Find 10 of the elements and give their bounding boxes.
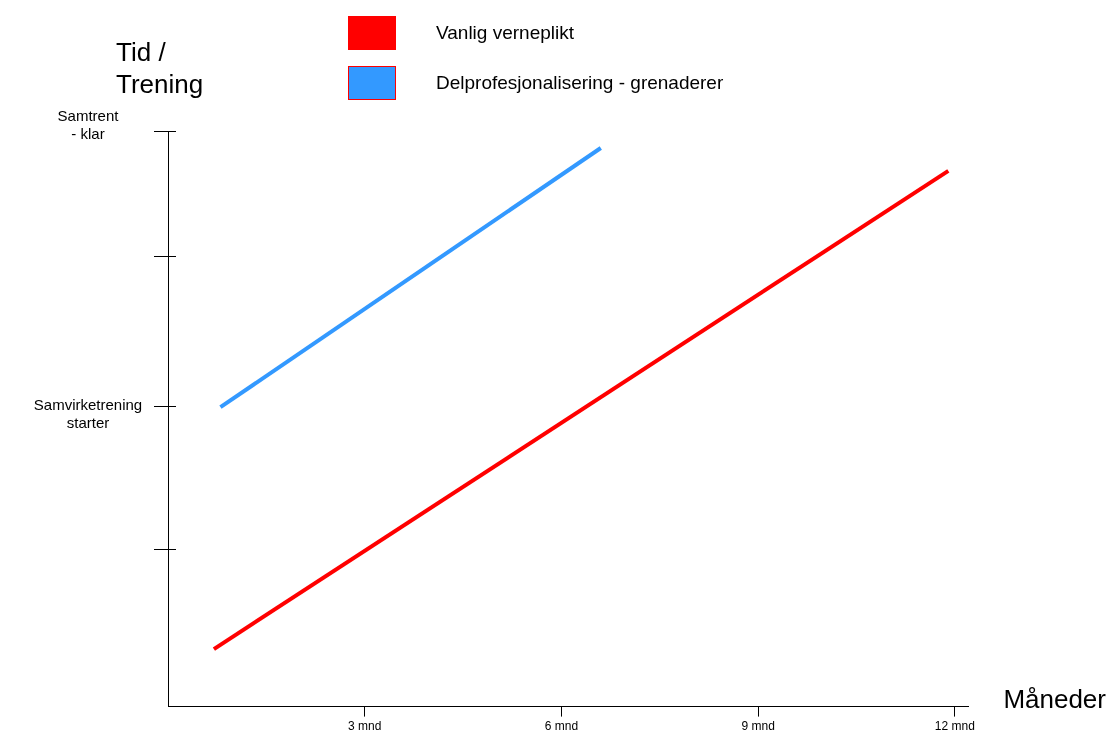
x-tick-label: 9 mnd (741, 719, 775, 734)
x-tick-label: 6 mnd (544, 719, 579, 734)
legend-label: Delprofesjonalisering - grenaderer (436, 72, 724, 94)
y-axis-title: Tid / Trening (116, 36, 204, 100)
text: Samtrent - klar (57, 106, 120, 142)
x-axis-title: Måneder (1003, 684, 1106, 715)
text: Samvirketrening starter (33, 396, 143, 432)
legend-label: Vanlig verneplikt (436, 22, 575, 44)
x-tick-label: 12 mnd (934, 719, 975, 734)
x-tick-label: 3 mnd (348, 719, 382, 734)
